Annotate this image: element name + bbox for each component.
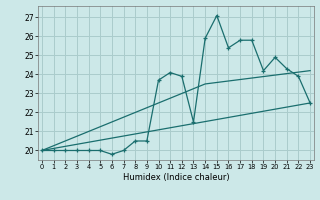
- X-axis label: Humidex (Indice chaleur): Humidex (Indice chaleur): [123, 173, 229, 182]
